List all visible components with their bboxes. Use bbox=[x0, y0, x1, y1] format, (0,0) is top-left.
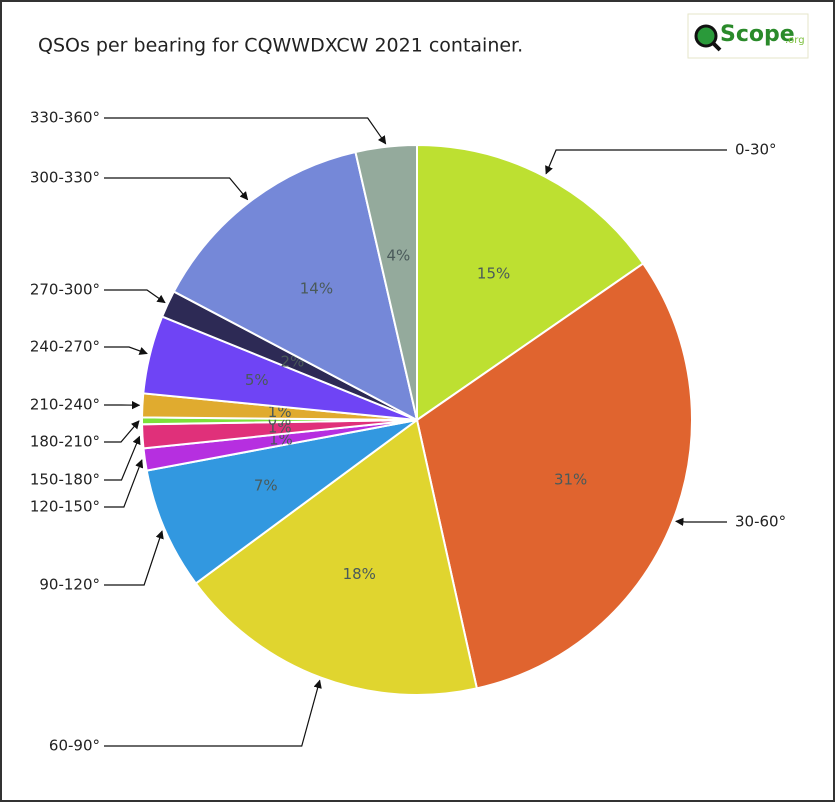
slice-label: 31% bbox=[554, 471, 587, 489]
slice-label: 7% bbox=[254, 476, 278, 494]
category-label: 150-180° bbox=[30, 471, 100, 489]
category-label: 120-150° bbox=[30, 498, 100, 516]
category-label: 210-240° bbox=[30, 396, 100, 414]
leader-line bbox=[676, 521, 727, 522]
slice-label: 18% bbox=[343, 565, 376, 583]
category-label: 180-210° bbox=[30, 433, 100, 451]
category-label: 240-270° bbox=[30, 338, 100, 356]
category-label: 270-300° bbox=[30, 281, 100, 299]
category-label: 300-330° bbox=[30, 169, 100, 187]
logo: Scope .org bbox=[688, 14, 808, 58]
category-label: 330-360° bbox=[30, 109, 100, 127]
chart-title: QSOs per bearing for CQWWDXCW 2021 conta… bbox=[38, 35, 523, 57]
category-label: 60-90° bbox=[49, 737, 100, 755]
category-label: 30-60° bbox=[735, 513, 786, 531]
slice-label: 5% bbox=[245, 371, 269, 389]
slice-label: 15% bbox=[477, 264, 510, 282]
category-label: 90-120° bbox=[39, 576, 100, 594]
category-label: 0-30° bbox=[735, 141, 777, 159]
slice-label: 14% bbox=[300, 280, 333, 298]
logo-suffix: .org bbox=[785, 35, 805, 46]
logo-text: Scope bbox=[720, 22, 795, 47]
slice-label: 4% bbox=[387, 247, 411, 265]
